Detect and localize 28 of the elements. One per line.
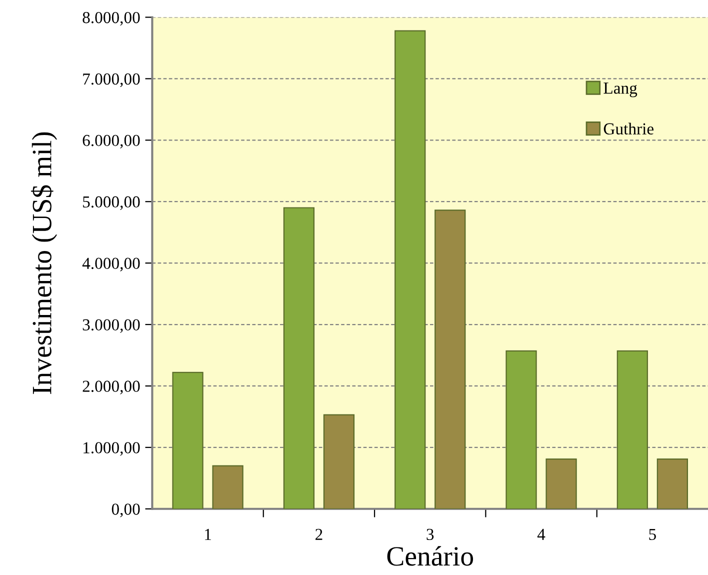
y-tick-label: 7.000,00 bbox=[83, 73, 140, 88]
y-tick-label: 1.000,00 bbox=[84, 442, 140, 456]
legend-label: Lang bbox=[604, 82, 638, 98]
y-tick-label: 8.000,00 bbox=[82, 12, 140, 26]
y-tick-label: 6.000,00 bbox=[82, 134, 140, 148]
x-tick-label: 4 bbox=[537, 528, 546, 540]
bar bbox=[323, 414, 355, 509]
y-tick-label: 2.000,00 bbox=[82, 380, 140, 394]
bar bbox=[283, 207, 315, 509]
bar bbox=[616, 350, 648, 509]
y-tick-label: 5.000,00 bbox=[83, 196, 140, 210]
x-tick-label: 1 bbox=[205, 528, 211, 540]
bar bbox=[506, 350, 537, 509]
x-axis-title: Cenário bbox=[387, 546, 474, 566]
bar bbox=[212, 465, 244, 509]
x-tick-label: 5 bbox=[649, 528, 656, 540]
bar bbox=[172, 372, 204, 509]
x-tick-label: 2 bbox=[316, 528, 322, 540]
bar bbox=[434, 210, 466, 509]
bar bbox=[394, 30, 426, 509]
y-tick-label: 4.000,00 bbox=[82, 258, 140, 272]
legend-label: Guthrie bbox=[604, 122, 654, 135]
y-tick-label: 3.000,00 bbox=[82, 319, 140, 333]
y-axis-title: Investimento (US$ mil) bbox=[31, 132, 58, 394]
bar bbox=[656, 458, 688, 509]
y-tick-label: 0,00 bbox=[112, 504, 140, 518]
bar bbox=[546, 458, 577, 509]
x-tick-label: 3 bbox=[426, 528, 434, 540]
